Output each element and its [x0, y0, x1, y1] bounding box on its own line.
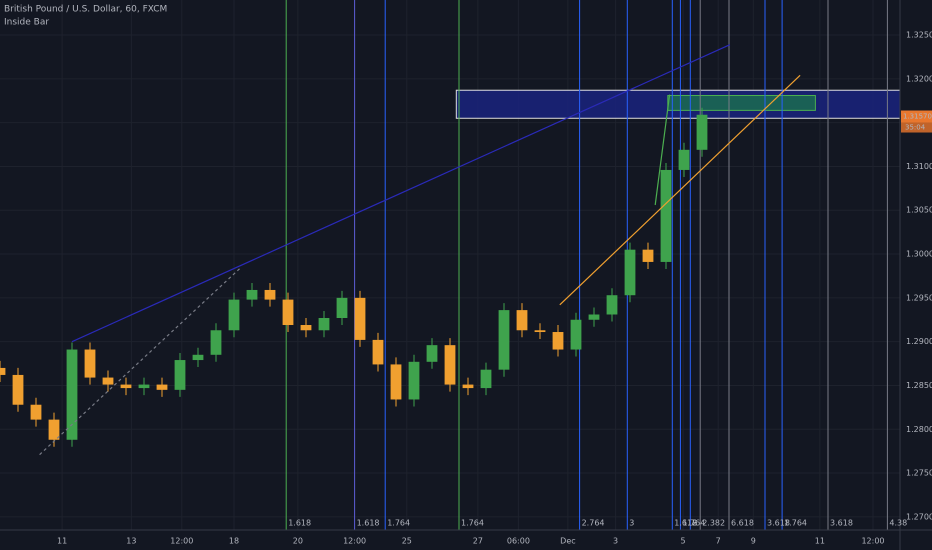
fib-time-label: 2 — [692, 519, 697, 528]
candle-body — [336, 297, 348, 318]
fib-time-label: 3 — [629, 519, 634, 528]
price-tag-label: 1.31570 — [903, 113, 932, 121]
x-tick-label: 27 — [473, 537, 483, 546]
y-tick-label: 1.28500 — [906, 381, 932, 390]
candle-body — [624, 249, 636, 296]
countdown-tag — [901, 122, 932, 133]
candle-body — [408, 361, 420, 400]
candle-body — [372, 339, 384, 365]
x-tick-label: 06:00 — [507, 537, 530, 546]
zone-box — [667, 94, 816, 111]
candle-body — [156, 384, 168, 390]
candle-body — [174, 360, 186, 390]
y-tick-label: 1.30500 — [906, 206, 932, 215]
grid — [0, 0, 900, 530]
trend-line — [654, 94, 671, 206]
price-tag — [901, 110, 932, 123]
candle-body — [30, 404, 42, 420]
y-tick-label: 1.32000 — [906, 74, 932, 83]
candle-body — [228, 299, 240, 331]
fib-time-label: 1.618 — [674, 519, 697, 528]
candle-body — [48, 419, 60, 440]
axes: 1.27000 1.27500 1.28000 1.28500 1.29000 1.295… — [57, 31, 932, 546]
candle-body — [516, 310, 528, 331]
candle-body — [696, 114, 708, 150]
y-tick-label: 1.29500 — [906, 293, 932, 302]
candle-body — [444, 345, 456, 385]
candle-body — [678, 149, 690, 170]
fib-time-label: 6.618 — [731, 519, 754, 528]
candle-body — [426, 345, 438, 362]
fib-time-label: 2.382 — [702, 519, 725, 528]
trend-line — [39, 267, 241, 456]
candle-body — [300, 325, 312, 331]
trend-line — [559, 74, 801, 306]
candle-body — [282, 299, 294, 326]
indicator-name: Inside Bar — [4, 18, 49, 28]
candle-body — [210, 330, 222, 355]
x-tick-label: 11 — [815, 537, 825, 546]
x-tick-label: 5 — [681, 537, 686, 546]
candle-body — [264, 289, 276, 300]
plot-area — [0, 0, 901, 530]
candle-body — [390, 364, 402, 400]
x-tick-label: 12:00 — [861, 537, 884, 546]
fib-time-label: 1.764 — [784, 519, 807, 528]
fib-time-label: 3.618 — [830, 519, 853, 528]
candle-body — [660, 169, 672, 262]
fib-time-label: 1.764 — [387, 519, 410, 528]
y-tick-label: 1.27000 — [906, 512, 932, 521]
y-tick-label: 1.27500 — [906, 469, 932, 478]
candle-body — [642, 249, 654, 262]
fib-time-label: 2.764 — [582, 519, 605, 528]
x-tick-label: 3 — [613, 537, 618, 546]
candle-body — [192, 354, 204, 361]
x-tick-label: 12:00 — [343, 537, 366, 546]
x-tick-label: Dec — [560, 537, 575, 546]
x-tick-label: 18 — [229, 537, 239, 546]
candle-body — [534, 330, 546, 333]
candle-body — [84, 349, 96, 378]
fib-time-label: 4.38 — [889, 519, 907, 528]
fib-time-label: 1.618 — [288, 519, 311, 528]
y-tick-label: 1.29000 — [906, 337, 932, 346]
x-tick-label: 12:00 — [170, 537, 193, 546]
x-tick-label: 9 — [751, 537, 756, 546]
candle-body — [588, 314, 600, 320]
y-tick-label: 1.30000 — [906, 250, 932, 259]
fib-time-label: 1.764 — [682, 519, 705, 528]
fib-time-label: 1.764 — [461, 519, 484, 528]
candle-body — [498, 310, 510, 370]
candle-body — [354, 297, 366, 340]
candle-body — [120, 384, 132, 389]
candle-body — [606, 295, 618, 315]
fib-time-label: 1.618 — [357, 519, 380, 528]
candle-body — [138, 384, 150, 389]
candle-body — [0, 367, 6, 375]
x-tick-label: 11 — [57, 537, 67, 546]
countdown-label: 35:04 — [905, 124, 926, 132]
x-tick-label: 13 — [126, 537, 136, 546]
candle-body — [570, 319, 582, 350]
x-tick-label: 20 — [293, 537, 303, 546]
chart-title: British Pound / U.S. Dollar, 60, FXCM — [4, 5, 167, 15]
y-tick-label: 1.31000 — [906, 162, 932, 171]
fib-time-label: 3.618 — [767, 519, 790, 528]
x-tick-label: 25 — [402, 537, 412, 546]
y-tick-label: 1.28000 — [906, 425, 932, 434]
y-tick-label: 1.32500 — [906, 31, 932, 40]
candle-body — [66, 349, 78, 440]
candle-body — [480, 369, 492, 389]
candle-body — [12, 374, 24, 405]
candle-body — [102, 377, 114, 385]
x-tick-label: 7 — [716, 537, 721, 546]
candle-body — [552, 332, 564, 350]
candle-body — [462, 384, 474, 389]
candle-body — [246, 289, 258, 300]
candle-body — [318, 318, 330, 331]
trend-line — [71, 44, 731, 343]
